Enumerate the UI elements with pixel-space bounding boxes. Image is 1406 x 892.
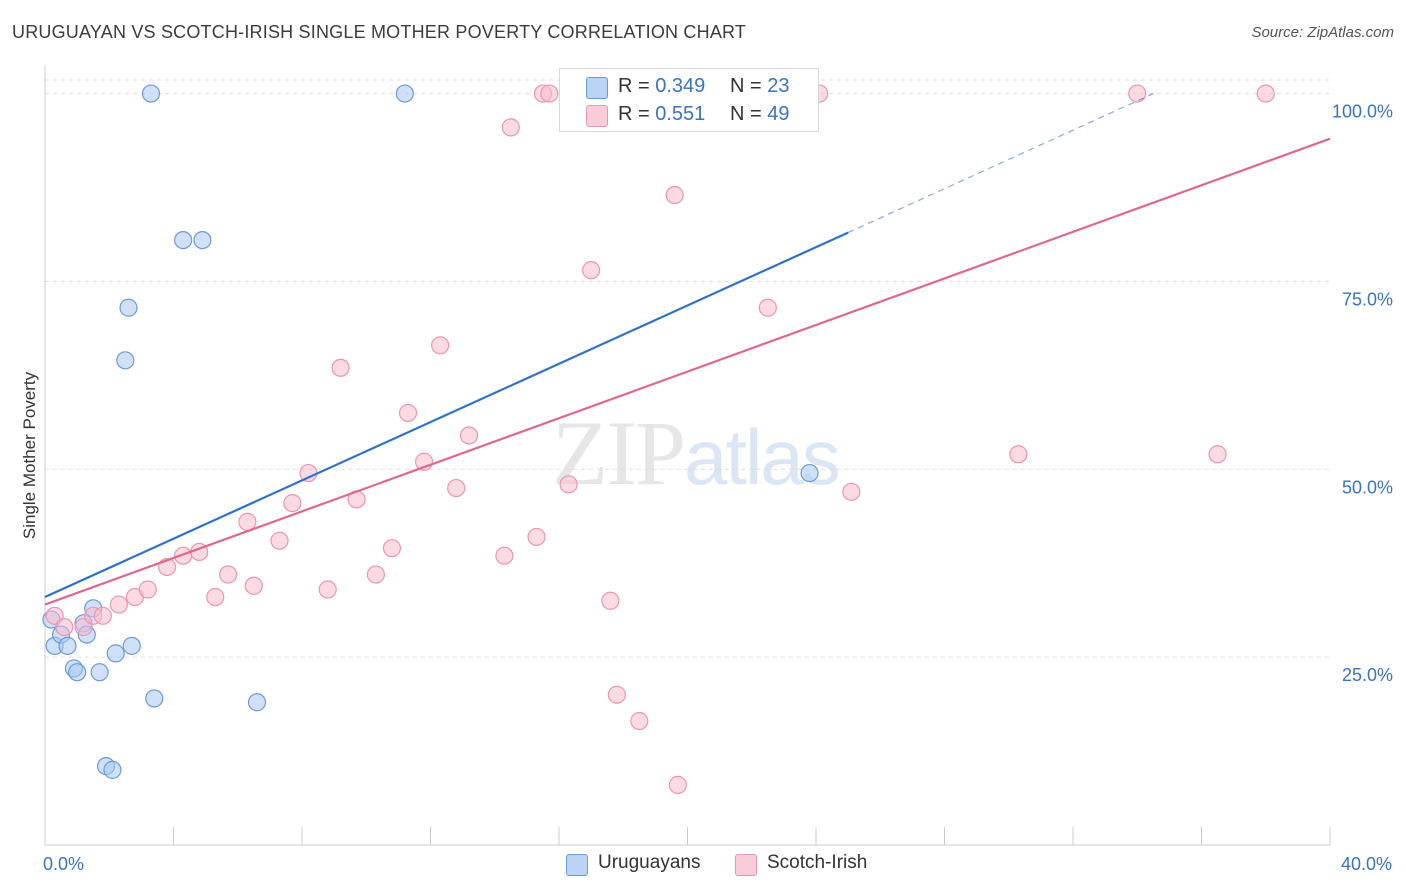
uruguayan-point bbox=[395, 84, 414, 103]
legend-n-value: 49 bbox=[767, 103, 790, 125]
scotch-irish-point bbox=[1009, 445, 1028, 464]
scotch-irish-point bbox=[582, 261, 601, 280]
scotch-irish-point bbox=[459, 426, 479, 445]
legend-n-label: N = bbox=[730, 103, 762, 125]
scotch-irish-point bbox=[318, 580, 337, 599]
uruguayan-trend-line bbox=[44, 231, 849, 599]
scotch-irish-point bbox=[93, 606, 112, 625]
scotch-irish-point bbox=[431, 336, 450, 355]
y-tick-label: 75.0% bbox=[1342, 289, 1393, 309]
scotch-irish-point bbox=[630, 711, 649, 731]
scotch-irish-point bbox=[206, 587, 225, 607]
legend-n-value: 23 bbox=[767, 75, 790, 97]
scotch-irish-point bbox=[665, 185, 684, 205]
scotch-irish-point bbox=[244, 576, 263, 595]
uruguayan-point bbox=[247, 693, 267, 712]
scotch-irish-point bbox=[447, 478, 466, 498]
watermark-atlas: atlas bbox=[684, 413, 841, 501]
scotch-irish-point bbox=[55, 617, 74, 637]
uruguayan-point bbox=[800, 463, 819, 483]
scotch-irish-point bbox=[527, 527, 546, 547]
scotch-irish-point bbox=[283, 494, 302, 513]
legend-r-label: R = bbox=[618, 75, 650, 97]
uruguayan-point bbox=[122, 636, 141, 655]
correlation-legend: R = 0.349 N = 23 R = 0.551 N = 49 bbox=[559, 68, 819, 132]
scotch-irish-point bbox=[758, 298, 777, 317]
scotch-irish-point bbox=[238, 512, 257, 531]
bottom-legend-label: Scotch-Irish bbox=[767, 852, 868, 873]
scotch-irish-point bbox=[601, 591, 620, 610]
bottom-legend-swatch-pink bbox=[735, 854, 757, 876]
uruguayan-point bbox=[106, 644, 125, 663]
legend-r-value: 0.551 bbox=[655, 103, 706, 125]
legend-r-label: R = bbox=[618, 103, 650, 125]
y-tick-label: 25.0% bbox=[1342, 665, 1393, 685]
y-tick-label: 50.0% bbox=[1342, 477, 1393, 497]
uruguayan-point bbox=[145, 689, 164, 708]
uruguayan-trend-extension bbox=[847, 93, 1154, 234]
scotch-irish-point bbox=[1256, 84, 1275, 103]
scotch-irish-point bbox=[331, 358, 350, 377]
uruguayan-point bbox=[193, 231, 212, 250]
scotch-irish-point bbox=[842, 482, 861, 501]
scotch-irish-point bbox=[668, 775, 687, 794]
scotch-irish-trend-line bbox=[44, 137, 1331, 606]
scotch-irish-point bbox=[1208, 445, 1227, 464]
uruguayan-point bbox=[174, 231, 193, 250]
x-tick-label: 40.0% bbox=[1341, 854, 1392, 874]
uruguayan-point bbox=[90, 663, 109, 682]
scotch-irish-point bbox=[398, 403, 418, 423]
y-tick-label: 100.0% bbox=[1332, 102, 1393, 122]
legend-swatch-blue bbox=[586, 77, 608, 99]
bottom-legend-swatch-blue bbox=[566, 854, 588, 876]
uruguayan-point bbox=[141, 84, 161, 103]
scotch-irish-point bbox=[501, 118, 520, 137]
bottom-legend-label: Uruguayans bbox=[598, 852, 701, 873]
uruguayan-point bbox=[103, 760, 122, 779]
scotch-irish-point bbox=[559, 475, 578, 494]
scotch-irish-point bbox=[366, 565, 385, 584]
legend-r-value: 0.349 bbox=[655, 75, 706, 97]
scotch-irish-point bbox=[138, 580, 157, 599]
source-label: Source: ZipAtlas.com bbox=[1251, 24, 1394, 41]
uruguayan-point bbox=[58, 636, 77, 655]
scotch-irish-point bbox=[219, 565, 238, 584]
scotch-irish-point bbox=[607, 685, 626, 704]
y-axis-label: Single Mother Poverty bbox=[20, 371, 39, 539]
legend-swatch-pink bbox=[586, 105, 608, 127]
uruguayan-point bbox=[68, 663, 87, 682]
scotch-irish-point bbox=[109, 595, 128, 614]
chart-title: URUGUAYAN VS SCOTCH-IRISH SINGLE MOTHER … bbox=[12, 22, 747, 42]
scotch-irish-point bbox=[382, 539, 402, 558]
scotch-irish-point bbox=[270, 531, 289, 550]
uruguayan-point bbox=[119, 298, 138, 317]
scotch-irish-point bbox=[1128, 84, 1147, 103]
scotch-irish-point bbox=[540, 84, 559, 103]
legend-n-label: N = bbox=[730, 75, 762, 97]
scotch-irish-point bbox=[495, 546, 514, 565]
uruguayan-point bbox=[116, 351, 135, 370]
x-tick-label: 0.0% bbox=[43, 854, 84, 874]
